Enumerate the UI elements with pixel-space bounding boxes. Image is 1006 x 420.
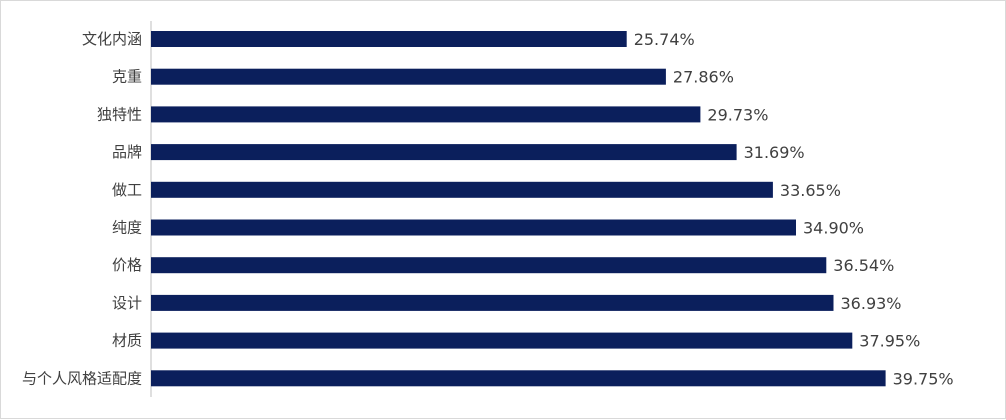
category-label-1: 克重 <box>112 68 142 86</box>
category-label-8: 材质 <box>112 332 142 350</box>
category-label-3: 品牌 <box>112 143 142 161</box>
category-label-9: 与个人风格适配度 <box>22 369 142 387</box>
value-label-9: 39.75% <box>893 369 954 388</box>
value-label-0: 25.74% <box>634 30 695 49</box>
value-labels-group: 25.74% 27.86% 29.73% 31.69% 33.65% 34.90% 36.5… <box>634 30 954 388</box>
category-label-6: 价格 <box>112 256 142 274</box>
bar-8 <box>151 332 853 349</box>
value-label-2: 29.73% <box>707 105 768 124</box>
category-label-0: 文化内涵 <box>82 30 142 48</box>
value-label-7: 36.93% <box>841 294 902 313</box>
bar-9 <box>151 370 886 387</box>
bar-0 <box>151 31 627 47</box>
value-label-4: 33.65% <box>780 181 841 200</box>
bar-4 <box>151 181 773 198</box>
bar-5 <box>151 219 796 236</box>
bar-1 <box>151 68 666 85</box>
value-label-6: 36.54% <box>833 256 894 275</box>
bar-3 <box>151 144 737 161</box>
value-label-3: 31.69% <box>744 143 805 162</box>
value-label-5: 34.90% <box>803 219 864 238</box>
category-label-5: 纯度 <box>112 219 142 237</box>
bar-6 <box>151 257 827 274</box>
bars-group <box>151 31 886 387</box>
category-label-4: 做工 <box>112 181 142 199</box>
category-label-2: 独特性 <box>97 105 142 123</box>
bar-7 <box>151 294 834 311</box>
category-label-7: 设计 <box>112 294 142 312</box>
value-label-8: 37.95% <box>859 332 920 351</box>
bar-2 <box>151 106 701 123</box>
value-label-1: 27.86% <box>673 68 734 87</box>
